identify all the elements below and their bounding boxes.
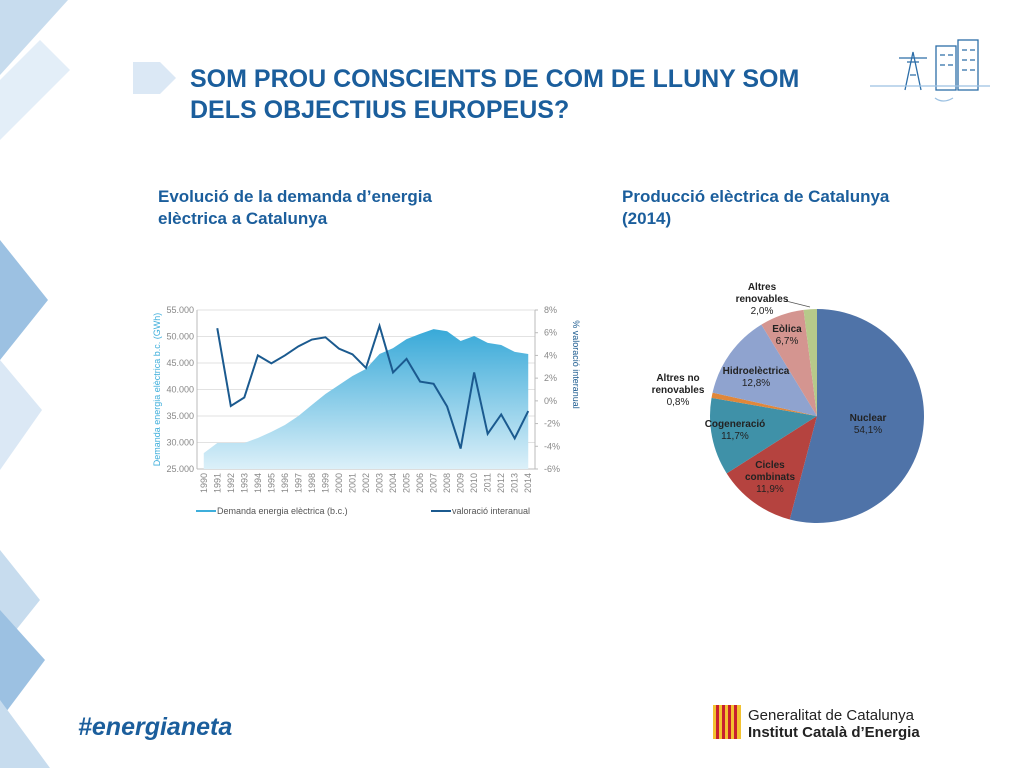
x-tick-label: 2012 (496, 473, 506, 493)
x-tick-label: 1992 (226, 473, 236, 493)
pie-slice (761, 309, 817, 416)
line (216, 322, 530, 449)
x-tick-label: 2001 (347, 473, 357, 493)
x-tick-label: 2014 (523, 473, 533, 493)
slide-title: SOM PROU CONSCIENTS DE COM DE LLUNY SOM … (190, 65, 800, 124)
slice-value: 54,1% (853, 425, 883, 436)
x-tick-label: 2004 (388, 473, 398, 493)
chart-title: Evolució de la demanda d’energia elèctri… (158, 187, 432, 228)
y-tick-label: 50.000 (166, 332, 194, 342)
y-tick-label: 30.000 (166, 438, 194, 448)
area (203, 329, 529, 469)
y-tick-label: 35.000 (166, 411, 194, 421)
x-tick-label: 2011 (483, 473, 493, 492)
x-tick-label: 2010 (469, 473, 479, 493)
hashtag: #energianeta (78, 713, 233, 741)
x-tick-label: 1998 (307, 473, 317, 493)
left-decoration (0, 0, 70, 768)
chart-title: Producció elèctrica de Catalunya (2014) (622, 187, 890, 228)
y-tick-label: 40.000 (166, 385, 194, 395)
slice-label: Cogeneració 11,7% (704, 419, 766, 442)
pie-slice (789, 309, 924, 523)
pie-slice (712, 324, 817, 416)
org-name: Institut Català d’Energia (748, 724, 920, 741)
y-tick-label: 45.000 (166, 358, 194, 368)
y2-tick-label: 6% (544, 328, 557, 338)
slice-value: 11,7% (721, 431, 749, 442)
y2-tick-label: 2% (544, 373, 557, 383)
leader-line (785, 300, 811, 308)
slice-label: Hidroelèctrica 12,8% (722, 366, 790, 389)
generalitat-logo (713, 705, 741, 739)
y-axis-label: Demanda energia elèctrica b.c. (GWh) (152, 313, 162, 467)
x-tick-label: 1996 (280, 473, 290, 493)
energy-icon (870, 39, 990, 102)
x-tick-label: 1994 (253, 473, 263, 493)
slice-value: 12,8% (741, 378, 771, 389)
pie-slice (726, 416, 817, 520)
x-tick-label: 1999 (320, 473, 330, 493)
slice-label: Nuclear 54,1% (849, 413, 887, 436)
x-tick-label: 2013 (510, 473, 520, 493)
x-tick-label: 1993 (239, 473, 249, 493)
x-tick-label: 2006 (415, 473, 425, 493)
title-arrow (133, 62, 176, 94)
y2-tick-label: 4% (544, 350, 557, 360)
slice-label: Altres renovables 2,0% (735, 282, 789, 317)
y2-tick-label: 8% (544, 305, 557, 315)
x-tick-label: 2005 (402, 473, 412, 493)
org-name: Generalitat de Catalunya (748, 707, 914, 724)
x-tick-label: 1991 (212, 473, 222, 493)
x-tick-label: 2009 (456, 473, 466, 493)
legend-label: valoració interanual (452, 506, 530, 516)
pie-slice (803, 309, 817, 416)
slice-label: Altres no renovables 0,8% (651, 373, 705, 408)
pie-slice (710, 397, 817, 474)
x-tick-label: 1990 (199, 473, 209, 493)
slice-value: 0,8% (666, 397, 690, 408)
pie-slice (711, 392, 817, 416)
x-tick-label: 1997 (293, 473, 303, 493)
slice-label: Cicles combinats 11,9% (744, 460, 796, 495)
slice-value: 6,7% (775, 336, 799, 347)
y2-axis-label: % valoració interanual (571, 320, 581, 409)
y2-tick-label: -4% (544, 441, 560, 451)
slice-label: Eòlica 6,7% (772, 324, 802, 347)
x-tick-label: 2000 (334, 473, 344, 493)
y2-tick-label: 0% (544, 396, 557, 406)
x-tick-label: 2002 (361, 473, 371, 493)
y-tick-label: 55.000 (166, 305, 194, 315)
y2-tick-label: -2% (544, 419, 560, 429)
y2-tick-label: -6% (544, 464, 560, 474)
x-tick-label: 1995 (266, 473, 276, 493)
x-tick-label: 2003 (375, 473, 385, 493)
legend-label: Demanda energia elèctrica (b.c.) (217, 506, 348, 516)
x-tick-label: 2007 (429, 473, 439, 493)
slice-value: 11,9% (756, 484, 784, 495)
x-tick-label: 2008 (442, 473, 452, 493)
y-tick-label: 25.000 (166, 464, 194, 474)
slice-value: 2,0% (750, 306, 774, 317)
